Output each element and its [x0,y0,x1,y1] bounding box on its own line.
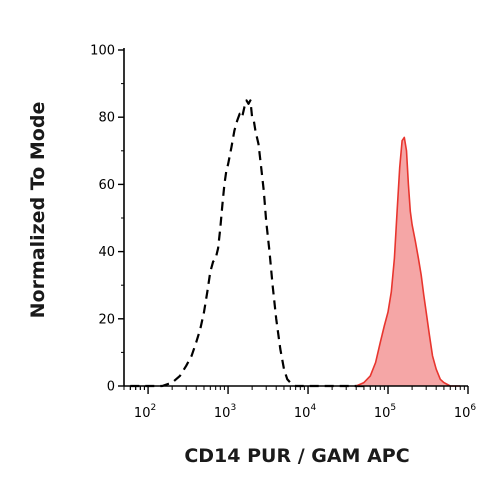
y-tick-label: 20 [98,312,115,327]
series-1-area [356,137,461,386]
axes-layer: 0 20 40 60 80 100 102 103 104 105 106 [90,44,476,422]
x-tick-label: 105 [374,403,396,421]
y-tick-label: 80 [98,111,115,126]
x-tick-label: 103 [214,403,236,421]
series-1-line [355,136,461,387]
x-tick-label: 102 [134,403,156,421]
y-axis-title: Normalized To Mode [27,102,49,319]
series-layer [130,99,461,388]
y-tick-label: 60 [98,178,115,193]
series-0-line [130,99,371,388]
y-tick-label: 100 [90,44,115,59]
x-axis-title: CD14 PUR / GAM APC [184,445,409,467]
y-tick-label: 0 [107,380,115,395]
x-tick-label: 106 [454,403,477,421]
x-tick-label: 104 [294,403,317,421]
y-tick-label: 40 [98,245,115,260]
